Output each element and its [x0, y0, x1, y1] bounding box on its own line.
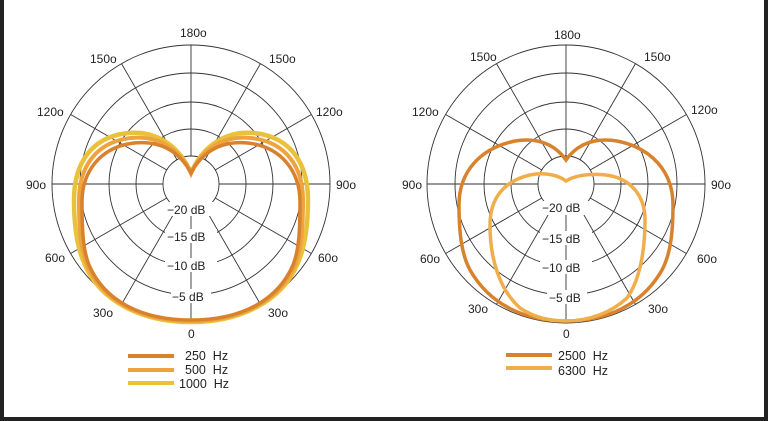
legend-label-250hz: 250 Hz [185, 349, 228, 363]
angle-label-150-left: 150o [470, 50, 497, 64]
legend-label-1000hz: 1000 Hz [179, 377, 229, 391]
db-label-5: −5 dB [549, 291, 581, 305]
series-6300hz-curve [488, 172, 647, 323]
angle-label-90-left: 90o [26, 178, 46, 192]
angle-label-90-right: 90o [711, 178, 731, 192]
db-label-10: −10 dB [167, 259, 205, 273]
angle-label-60-right: 60o [318, 251, 338, 265]
right-legend: 2500 Hz 6300 Hz [506, 349, 608, 378]
angle-label-120-right: 120o [316, 105, 343, 119]
db-label-20: −20 dB [542, 201, 580, 215]
angle-label-120-left: 120o [37, 105, 64, 119]
angle-label-60-left: 60o [45, 251, 65, 265]
angle-label-120-right: 120o [691, 103, 718, 117]
db-label-5: −5 dB [172, 290, 204, 304]
angle-label-30-right: 30o [268, 306, 288, 320]
angle-label-120-left: 120o [412, 105, 439, 119]
angle-label-90-right: 90o [336, 178, 356, 192]
angle-label-180: 180o [554, 28, 581, 42]
angle-label-90-left: 90o [402, 178, 422, 192]
db-label-15: −15 dB [542, 232, 580, 246]
angle-label-150-right: 150o [269, 52, 296, 66]
legend-label-6300hz: 6300 Hz [558, 364, 608, 378]
angle-label-150-right: 150o [644, 50, 671, 64]
legend-label-2500hz: 2500 Hz [558, 349, 608, 363]
db-label-15: −15 dB [167, 230, 205, 244]
angle-label-60-right: 60o [697, 252, 717, 266]
angle-label-0: 0 [563, 327, 570, 341]
series-250hz-curve [80, 140, 302, 322]
angle-label-30-right: 30o [648, 302, 668, 316]
right-polar-grid [426, 44, 706, 324]
angle-label-60-left: 60o [420, 252, 440, 266]
angle-label-150-left: 150o [90, 52, 117, 66]
left-legend: 250 Hz 500 Hz 1000 Hz [128, 349, 229, 391]
left-polar-chart: 180o 150o 150o 120o 120o 90o 90o 60o 60o… [26, 26, 356, 391]
angle-label-180: 180o [180, 26, 207, 40]
angle-label-30-left: 30o [468, 302, 488, 316]
db-label-10: −10 dB [542, 261, 580, 275]
legend-label-500hz: 500 Hz [185, 363, 228, 377]
angle-label-30-left: 30o [93, 306, 113, 320]
angle-label-0: 0 [188, 327, 195, 341]
db-label-20: −20 dB [167, 203, 205, 217]
right-polar-chart: 180o 150o 150o 120o 120o 90o 90o 60o 60o… [402, 28, 731, 378]
